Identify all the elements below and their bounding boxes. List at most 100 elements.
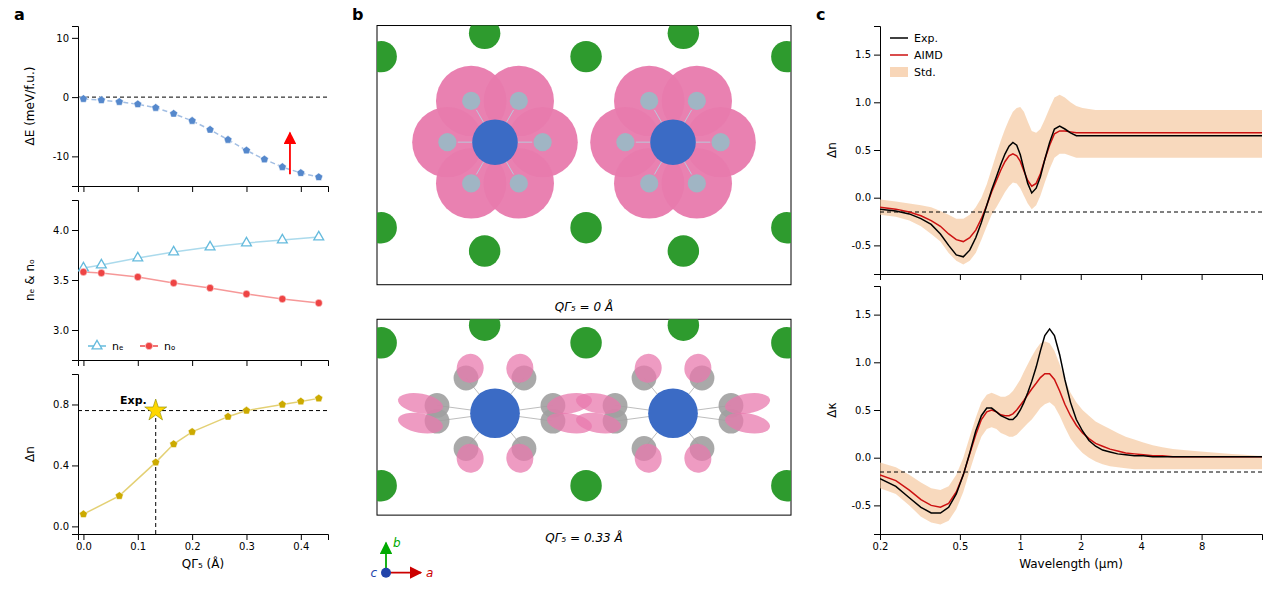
y-axis: -10010 <box>53 27 79 187</box>
point <box>96 259 106 268</box>
point <box>278 163 286 171</box>
tick: 0.3 <box>239 534 255 552</box>
atom <box>712 133 730 151</box>
x-axis <box>79 360 329 366</box>
tick: 0.4 <box>293 534 309 552</box>
atom <box>771 470 791 501</box>
tick-label: 1.5 <box>855 49 871 60</box>
legend-label: Std. <box>914 66 936 79</box>
point <box>133 252 143 261</box>
atom <box>570 327 601 358</box>
tick <box>246 186 247 192</box>
point <box>80 268 87 275</box>
atom <box>771 41 791 72</box>
tick-label: -0.5 <box>851 500 871 511</box>
tick <box>1141 274 1142 280</box>
point <box>134 100 142 108</box>
point <box>277 234 287 243</box>
tick <box>138 186 139 192</box>
series-line <box>83 272 318 303</box>
tick-mark <box>301 360 302 366</box>
tick: 4 <box>1138 534 1144 552</box>
series-line <box>83 99 318 177</box>
panel: 3.03.54.0nₑnₒnₑ & nₒ <box>23 201 329 367</box>
tick-mark <box>138 534 139 540</box>
tick: 1.5 <box>855 309 880 320</box>
tick-mark <box>874 315 880 316</box>
atom <box>469 235 500 266</box>
tick: -0.5 <box>851 240 880 251</box>
point <box>169 246 179 255</box>
tick-label: 0.5 <box>952 541 968 552</box>
tick-label: -10 <box>53 151 69 162</box>
legend-swatch <box>890 54 908 56</box>
std-band <box>880 341 1262 524</box>
reference-line <box>78 410 328 411</box>
tick-mark <box>874 458 880 459</box>
tick-mark <box>874 505 880 506</box>
point <box>315 394 323 402</box>
point <box>243 290 250 297</box>
tick-label: 2 <box>1078 541 1084 552</box>
tick: 0.5 <box>952 534 968 552</box>
tick: 0.0 <box>53 521 78 532</box>
reference-line <box>155 411 156 534</box>
tick-mark <box>874 102 880 103</box>
tick: 1.0 <box>855 357 880 368</box>
tick-mark <box>874 150 880 151</box>
point <box>188 428 196 436</box>
legend-label: nₒ <box>164 340 176 353</box>
point <box>152 104 160 112</box>
y-axis-title: ΔE (meV/f.u.) <box>23 67 37 146</box>
atom <box>650 119 696 165</box>
atom <box>570 41 601 72</box>
legend-marker <box>92 340 102 349</box>
tick-label: 0.0 <box>855 452 871 463</box>
point <box>242 406 250 414</box>
electron-density <box>723 409 771 436</box>
point <box>170 279 177 286</box>
atom <box>438 133 456 151</box>
y-axis-title: Δκ <box>825 402 839 417</box>
tick-mark <box>246 186 247 192</box>
tick-label: 0.8 <box>53 399 69 410</box>
point <box>297 169 305 177</box>
legend-label: AIMD <box>914 49 943 62</box>
orientation-arrow <box>386 572 421 574</box>
tick-mark <box>246 534 247 540</box>
tick-mark <box>960 274 961 280</box>
tick-mark <box>72 465 78 466</box>
series-line <box>83 398 318 514</box>
panel-title: a <box>14 5 25 24</box>
y-axis-title: Δn <box>23 446 37 462</box>
axis-line <box>881 535 1263 541</box>
tick-mark <box>1081 274 1082 280</box>
tick-mark <box>1081 534 1082 540</box>
tick-mark <box>1020 274 1021 280</box>
axis-line <box>79 187 329 193</box>
tick <box>83 360 84 366</box>
atom <box>688 92 706 110</box>
plot-area <box>79 231 324 306</box>
atom <box>570 470 601 501</box>
tick-label: 0.5 <box>855 145 871 156</box>
tick-label: 0.3 <box>239 541 255 552</box>
orientation-label: b <box>393 536 401 550</box>
atom <box>462 174 480 192</box>
tick-label: 0.2 <box>185 541 201 552</box>
atom <box>472 119 518 165</box>
tick-label: 1 <box>1018 541 1024 552</box>
tick-mark <box>1202 274 1203 280</box>
tick: -10 <box>53 151 78 162</box>
tick-label: 0.0 <box>76 541 92 552</box>
tick-label: 0.2 <box>873 541 889 552</box>
tick-mark <box>1141 274 1142 280</box>
point <box>224 412 232 420</box>
tick-mark <box>874 55 880 56</box>
atom <box>510 174 528 192</box>
tick-mark <box>72 330 78 331</box>
atom <box>668 235 699 266</box>
atom <box>688 174 706 192</box>
tick <box>1020 274 1021 280</box>
point <box>278 400 286 408</box>
